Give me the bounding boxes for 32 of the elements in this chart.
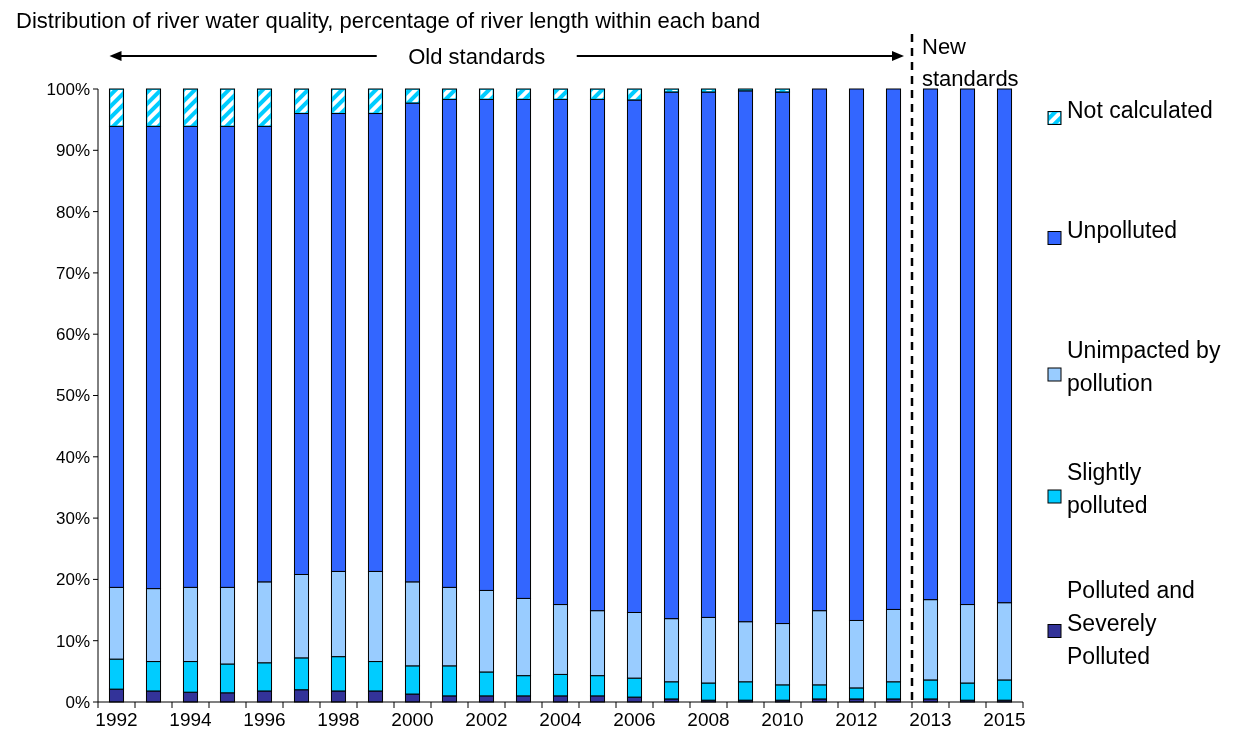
y-tick-label: 10% (55, 631, 90, 651)
y-tick-label: 90% (55, 141, 90, 161)
x-tick-label: 2013 (909, 709, 952, 730)
y-tick-label: 20% (55, 570, 90, 590)
x-tick-label: 2006 (613, 709, 656, 730)
x-tick-label: 1992 (95, 709, 138, 730)
y-tick-label: 0% (65, 692, 90, 712)
legend-label: Unimpacted by pollution (1067, 337, 1221, 396)
legend-label: Unpolluted (1067, 217, 1177, 243)
y-tick-label: 50% (55, 386, 90, 406)
y-tick-label: 70% (55, 263, 90, 283)
x-tick-label: 2015 (983, 709, 1026, 730)
x-tick-label: 1996 (243, 709, 286, 730)
x-tick-label: 2004 (539, 709, 583, 730)
legend-label: Slightly polluted (1067, 459, 1148, 518)
y-tick-label: 60% (55, 325, 90, 345)
x-tick-label: 2000 (391, 709, 434, 730)
x-tick-label: 2010 (761, 709, 804, 730)
legend-label: Polluted and Severely Polluted (1067, 577, 1195, 669)
x-tick-label: 2008 (687, 709, 730, 730)
y-tick-label: 40% (55, 447, 90, 467)
x-tick-label: 2012 (835, 709, 878, 730)
x-tick-label: 1998 (317, 709, 360, 730)
y-tick-label: 100% (46, 79, 90, 99)
x-tick-label: 1994 (169, 709, 213, 730)
legend-label: Not calculated (1067, 97, 1213, 123)
chart-title: Distribution of river water quality, percentage of river length within each band (16, 8, 761, 33)
x-tick-label: 2002 (465, 709, 508, 730)
y-tick-label: 30% (55, 509, 90, 529)
annotation: New standards (922, 34, 1019, 91)
y-tick-label: 80% (55, 202, 90, 222)
text: Old standards (408, 43, 546, 69)
